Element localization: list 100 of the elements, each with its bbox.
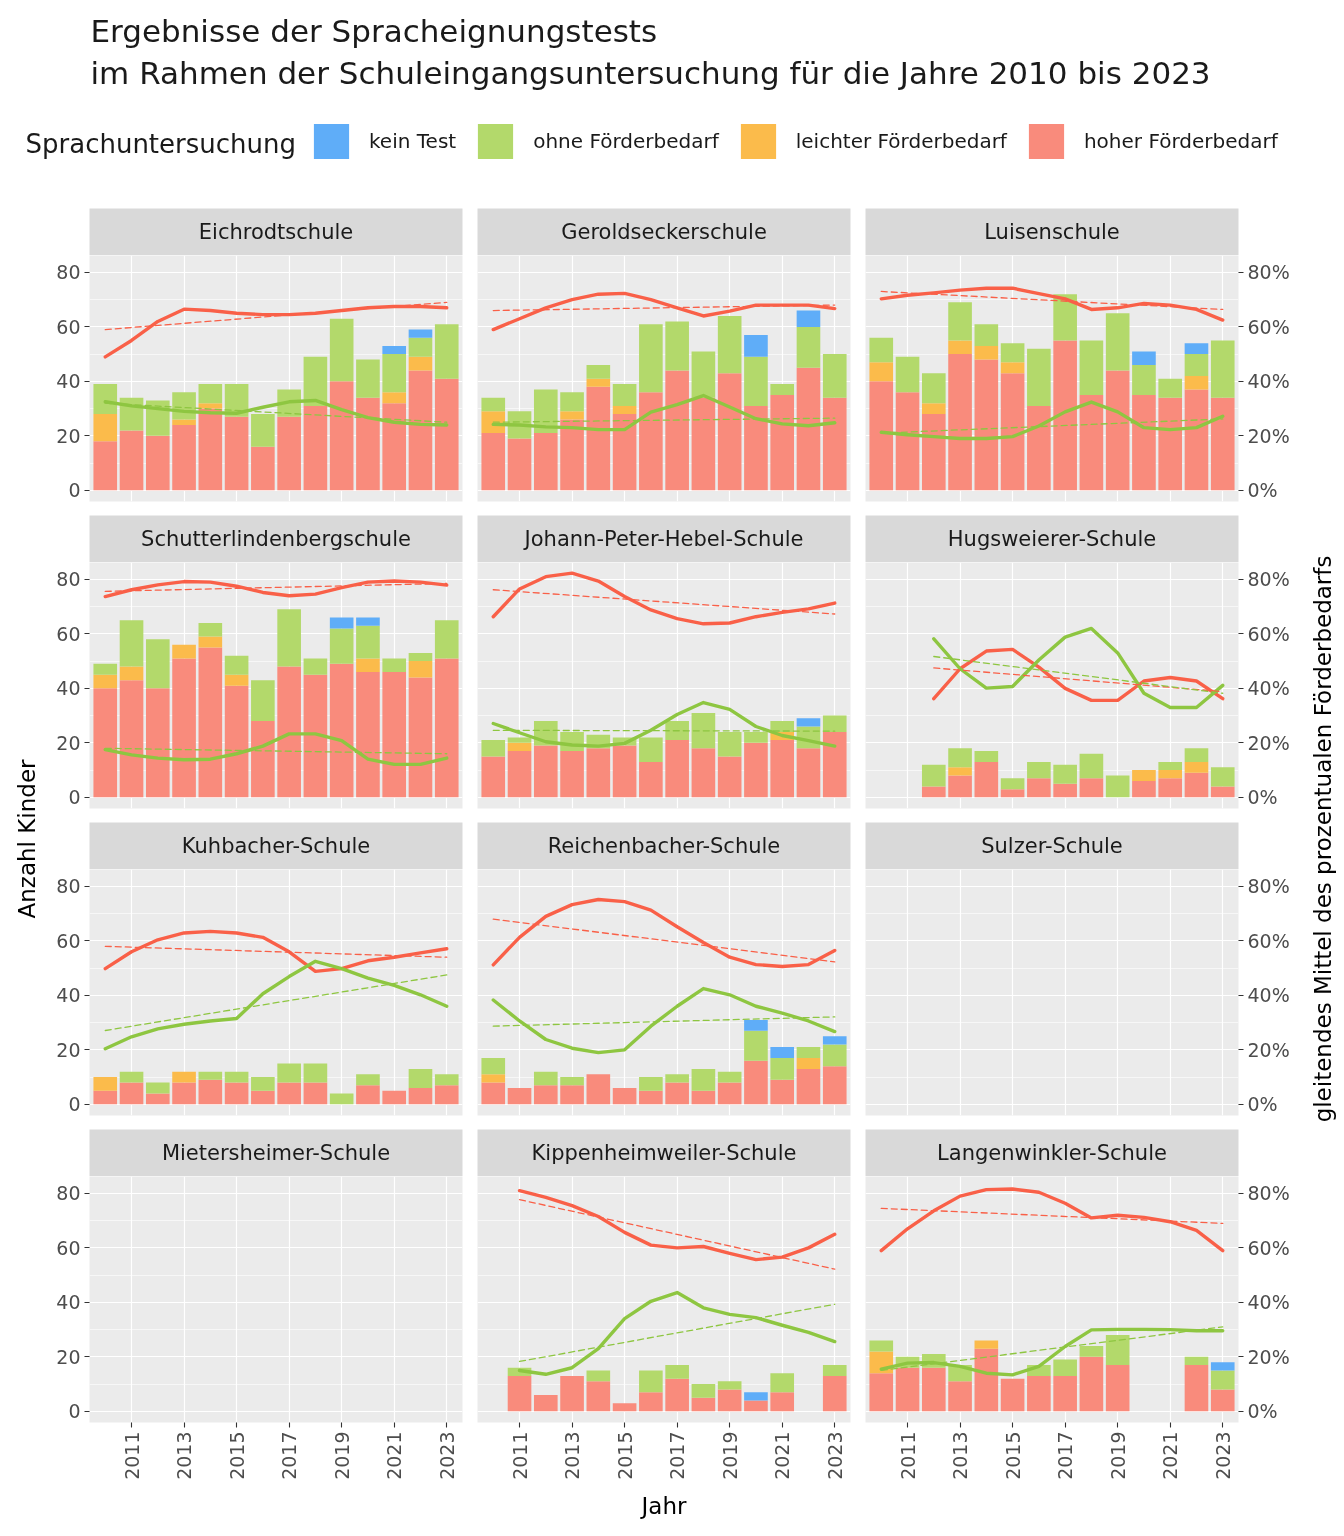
x-tick-label: 2015	[1001, 1431, 1024, 1480]
bar	[303, 658, 328, 675]
y-axis-title: Anzahl Kinder	[13, 758, 40, 919]
bar	[869, 337, 894, 363]
x-tick-label: 2017	[666, 1431, 689, 1480]
bar	[921, 373, 946, 404]
bar	[382, 1090, 407, 1105]
bar	[224, 655, 249, 675]
bar	[665, 721, 689, 741]
y-tick-label: 20	[56, 1038, 81, 1061]
legend-label: leichter Förderbedarf	[795, 129, 1007, 153]
bar	[1210, 340, 1235, 398]
bar	[869, 1340, 894, 1352]
text: 40%	[1247, 1291, 1290, 1314]
bar	[1132, 780, 1156, 798]
text: 80%	[1247, 261, 1290, 284]
bar	[560, 411, 584, 420]
bar	[198, 1071, 223, 1080]
bar	[1079, 340, 1104, 395]
x-tick-label: 2021	[1159, 1431, 1182, 1480]
bar	[172, 1071, 196, 1083]
bar	[1027, 778, 1051, 798]
bar	[691, 1068, 716, 1091]
bar	[329, 628, 354, 664]
bar	[822, 1375, 847, 1412]
bar	[172, 644, 196, 659]
bar	[822, 715, 847, 732]
chart-title: Sulzer-Schule	[981, 834, 1123, 858]
chart-title: Schutterlindenbergschule	[141, 527, 411, 551]
y-tick-label: 40	[56, 984, 81, 1007]
bar	[93, 1077, 118, 1091]
bar	[948, 1381, 972, 1412]
bar	[639, 1090, 663, 1105]
bar	[303, 1063, 328, 1083]
bar	[303, 356, 328, 406]
bar	[1184, 343, 1209, 355]
bar	[356, 1074, 380, 1086]
bar	[586, 365, 611, 379]
bar	[382, 658, 407, 673]
bar	[145, 688, 170, 798]
y-tick-label: 0	[68, 1400, 81, 1423]
bar	[507, 1087, 532, 1105]
y-tick-label: 60	[56, 929, 81, 952]
bar	[1079, 778, 1104, 798]
bar	[1079, 1345, 1104, 1357]
bar	[717, 315, 742, 374]
bar	[382, 345, 407, 355]
y-tick-label: 20	[56, 731, 81, 754]
bar	[691, 1090, 716, 1105]
bar	[533, 1071, 558, 1086]
chart-title: Geroldseckerschule	[561, 220, 767, 244]
bar	[1000, 1378, 1025, 1412]
bar	[408, 652, 433, 662]
bar	[1000, 343, 1025, 363]
chart-title: Eichrodtschule	[198, 220, 354, 244]
bar	[744, 1030, 768, 1061]
bar	[796, 326, 821, 368]
bar	[434, 658, 459, 798]
bar	[770, 740, 795, 798]
bar	[770, 1079, 795, 1105]
bar	[560, 1375, 584, 1412]
legend-title: Sprachuntersuchung	[25, 128, 296, 159]
bar	[691, 748, 716, 798]
bar	[434, 1074, 459, 1086]
text: 60%	[1247, 315, 1290, 338]
bar	[1000, 362, 1025, 374]
bar	[665, 370, 689, 491]
bar	[533, 1394, 558, 1412]
bar	[691, 1397, 716, 1412]
bar	[717, 1082, 742, 1105]
bar	[1132, 394, 1156, 491]
bar	[869, 1373, 894, 1412]
text: 0%	[1247, 479, 1278, 502]
bar	[198, 403, 223, 409]
bar	[507, 737, 532, 743]
text: 20%	[1247, 1345, 1290, 1368]
bar	[251, 721, 275, 798]
bar	[198, 622, 223, 637]
legend-label: hoher Förderbedarf	[1083, 129, 1278, 153]
bar	[251, 414, 275, 447]
bar	[948, 767, 972, 776]
bar	[770, 1047, 795, 1059]
bar	[796, 748, 821, 798]
bar	[895, 1367, 920, 1412]
bar	[408, 661, 433, 678]
bar	[822, 1365, 847, 1376]
bar	[481, 1082, 506, 1105]
bar	[822, 731, 847, 798]
bar	[1158, 778, 1183, 798]
bar	[974, 324, 999, 346]
bar	[145, 639, 170, 689]
bar	[822, 1044, 847, 1067]
bar	[1105, 313, 1130, 371]
x-tick-label: 2019	[330, 1431, 353, 1480]
bar	[119, 680, 144, 798]
bar	[822, 397, 847, 491]
y-tick-label: 80	[56, 875, 81, 898]
bar	[277, 1082, 301, 1105]
bar	[796, 1047, 821, 1059]
bar	[921, 403, 946, 415]
